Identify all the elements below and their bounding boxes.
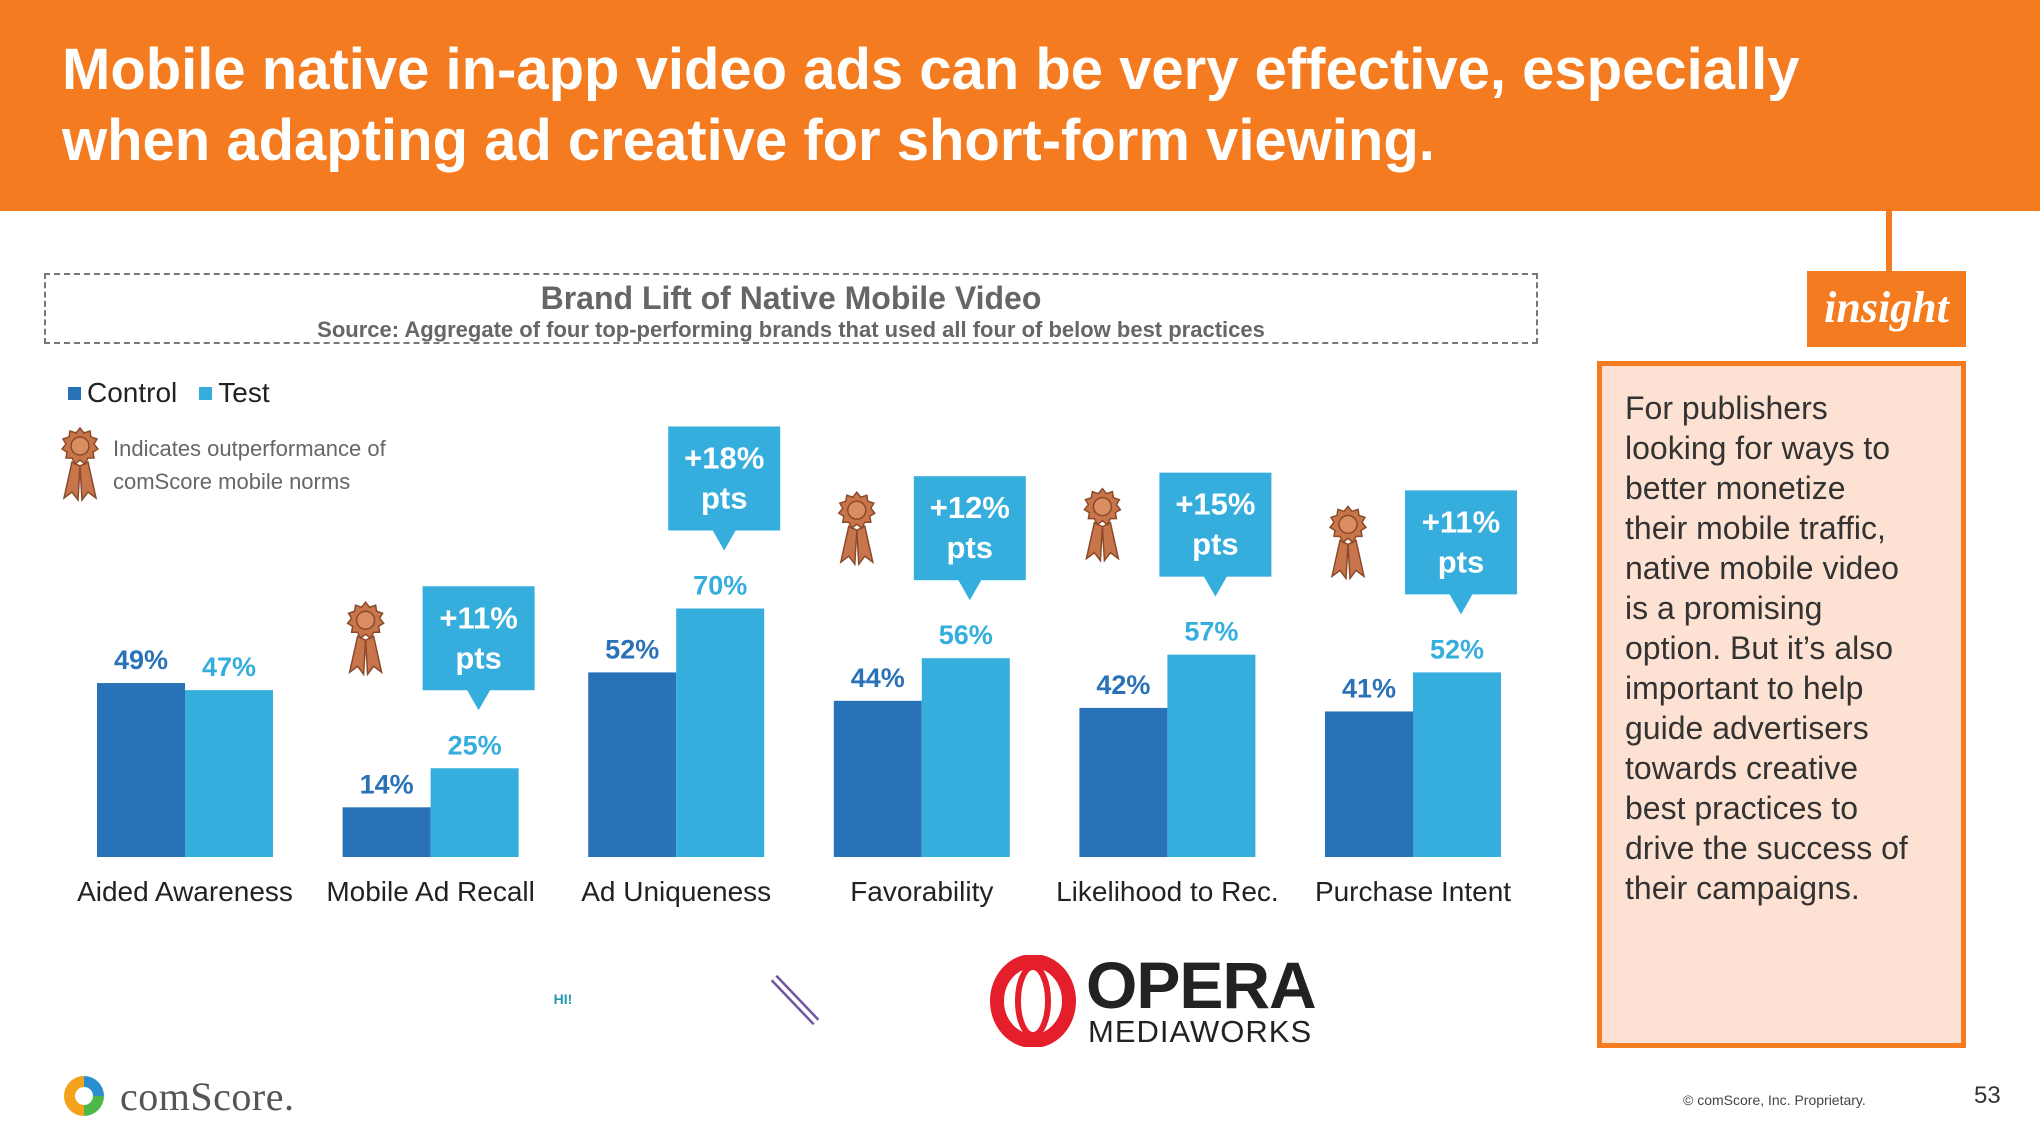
value-label-test: 70% [693,571,747,601]
practice-hook-user: Hook User in First 2-3 secs [82,951,305,1048]
category-label: Purchase Intent [1315,876,1511,907]
chart-title-box: Brand Lift of Native Mobile Video Source… [44,273,1538,344]
legend-label-control: Control [87,377,178,408]
best-practices-strip: Hook User in First 2-3 secs Quick Cuts &… [82,951,975,1048]
lift-callout-pointer [1203,575,1228,597]
opera-subname: MEDIAWORKS [1088,1014,1313,1049]
lift-callout-pointer [957,579,982,601]
lift-callout-pointer [1449,593,1473,615]
lift-label: +15% [1175,487,1255,522]
practice-quick-cuts: Quick Cuts & Close Ups [305,951,528,1048]
brand-lift-chart: 49% 47% Aided Awareness 14% 25% Mobile Ad Rec… [77,426,1517,907]
practice-label: Quick Cuts & Close Ups [389,977,498,1022]
bar-control [1079,707,1168,857]
headline: Mobile native in-app video ads can be ve… [62,37,1800,173]
value-label-control: 41% [1342,673,1396,703]
insight-tag: insight [1807,271,1966,347]
lift-callout-box [1405,490,1517,595]
svg-text:HI!: HI! [553,991,572,1007]
stopwatch-icon [99,973,143,1025]
insight-connector [1886,211,1892,271]
lift-label: pts [455,640,502,675]
copyright-notice: © comScore, Inc. Proprietary. [1683,1092,1866,1108]
value-label-test: 47% [202,652,256,682]
legend-item-control: Control [68,377,177,409]
lift-label: +11% [1422,504,1500,539]
bar-test [1413,672,1501,857]
lift-label: pts [1438,544,1485,579]
award-ribbon-icon [60,426,100,502]
chart-legend: Control Test [68,375,270,411]
value-label-test: 57% [1184,617,1238,647]
header-banner: Mobile native in-app video ads can be ve… [0,0,2040,211]
opera-mediaworks-logo: OPERA MEDIAWORKS [990,950,1320,1050]
legend-label-test: Test [218,377,270,408]
lift-label: pts [947,530,994,565]
comscore-logo: comScore. [62,1072,362,1120]
phone-text-icon: HI! [544,968,581,1031]
bar-control [342,807,431,857]
bar-control [97,683,185,857]
practice-make-sound-secondary: Make Sound Secondary [752,951,975,1048]
practice-label: Oversized Text & Calls-to-Action [592,977,741,1022]
practice-label: Hook User in First 2-3 secs [156,977,274,1022]
practice-oversized-text: HI! Oversized Text & Calls-to-Action [529,951,752,1048]
lift-label: +11% [439,600,517,635]
legend-item-test: Test [199,377,270,409]
lift-callout-box [913,476,1026,581]
lift-label: +18% [684,441,764,476]
value-label-control: 49% [114,645,168,675]
bar-control [1325,711,1413,857]
lift-callout-pointer [466,689,491,711]
value-label-control: 14% [360,769,414,799]
bar-control [833,700,922,857]
category-label: Mobile Ad Recall [326,876,535,907]
bar-test [185,690,273,857]
opera-o-icon [990,955,1076,1047]
value-label-test: 56% [939,620,993,650]
award-ribbon-icon [346,601,385,677]
lift-label: +12% [930,490,1010,525]
value-label-control: 44% [851,663,905,693]
lift-callout-box [422,586,535,691]
value-label-control: 42% [1096,670,1150,700]
award-ribbon-icon [1083,487,1122,563]
chart-title: Brand Lift of Native Mobile Video [540,280,1042,316]
bar-test [676,608,765,857]
value-label-test: 25% [448,730,502,760]
award-ribbon-icon [1328,505,1368,581]
value-label-test: 52% [1430,634,1484,664]
comscore-wordmark: comScore. [120,1073,295,1119]
norms-note: Indicates outperformance of comScore mob… [58,426,438,506]
insight-box: For publishers looking for ways to bette… [1597,361,1966,1048]
category-label: Aided Awareness [77,876,293,907]
lift-callout-box [1159,472,1272,577]
category-label: Likelihood to Rec. [1056,876,1279,907]
category-label: Ad Uniqueness [581,876,771,907]
norms-note-text: Indicates outperformance of comScore mob… [113,436,386,494]
comscore-mark-icon [64,1076,104,1116]
bar-control [588,672,677,857]
mute-icon [770,974,820,1025]
category-label: Favorability [850,876,993,907]
practice-label: Make Sound Secondary [835,977,945,1022]
award-ribbon-icon [837,490,876,567]
bar-test [430,768,519,857]
bar-test [921,658,1010,857]
opera-name: OPERA [1086,948,1317,1022]
chart-source: Source: Aggregate of four top-performing… [317,317,1265,342]
insight-text: For publishers looking for ways to bette… [1625,390,1908,906]
page-number: 53 [1974,1082,2001,1109]
legend-swatch-control [68,386,81,400]
bar-test [1167,654,1256,857]
lift-label: pts [701,481,748,516]
lift-callout-box [668,426,781,531]
film-scissors-icon [321,972,378,1026]
lift-callout-pointer [712,529,737,551]
lift-label: pts [1192,527,1239,562]
legend-swatch-test [199,386,213,400]
value-label-control: 52% [605,634,659,664]
